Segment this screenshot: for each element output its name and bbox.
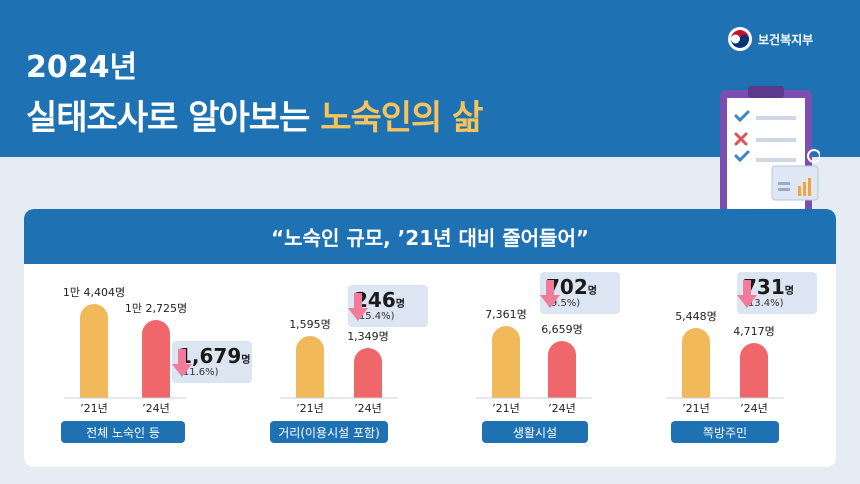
clipboard-checklist-illustration	[720, 86, 820, 214]
taegeuk-logo-icon	[728, 27, 752, 51]
decrease-unit: 명	[241, 355, 251, 366]
bar-2024	[354, 348, 382, 398]
ministry-logo: 보건복지부	[728, 26, 813, 52]
decrease-callout: 246명 (15.4%)	[348, 285, 428, 327]
x-tick-label: ’24년	[142, 402, 170, 415]
category-label: 전체 노숙인 등	[61, 421, 185, 443]
bar-2024	[142, 320, 170, 398]
down-arrow-shape	[348, 293, 368, 321]
bar-value-label: 6,659명	[541, 323, 583, 336]
down-arrow-icon	[172, 349, 192, 377]
decrease-callout: 1,679명 (11.6%)	[172, 341, 252, 383]
down-arrow-icon	[737, 280, 757, 308]
card-header: “노숙인 규모, ’21년 대비 줄어들어”	[24, 209, 836, 264]
decrease-percent: (11.6%)	[179, 367, 219, 378]
category-label: 쪽방주민	[671, 421, 779, 443]
bar-value-label: 7,361명	[485, 308, 527, 321]
card-headline: “노숙인 규모, ’21년 대비 줄어들어”	[271, 226, 589, 250]
down-arrow-icon	[348, 293, 368, 321]
x-tick-label: ’21년	[492, 402, 520, 415]
bar-value-label: 1만 4,404명	[63, 286, 125, 299]
category-label: 거리(이용시설 포함)	[270, 421, 388, 443]
x-tick-label: ’21년	[80, 402, 108, 415]
x-tick-label: ’21년	[296, 402, 324, 415]
bar-value-label: 1만 2,725명	[125, 302, 187, 315]
decrease-percent: (15.4%)	[355, 311, 395, 322]
bar-chart-area: 1만 4,404명 ’21년 1만 2,725명 ’24년 1,595명 ’21년 1,34…	[24, 264, 836, 467]
decrease-callout: 702명 (9.5%)	[540, 272, 620, 314]
bar-2021	[682, 328, 710, 398]
category-label: 생활시설	[482, 421, 588, 443]
bar-value-label: 5,448명	[675, 310, 717, 323]
title-highlight: 노숙인의 삶	[320, 98, 483, 138]
ministry-name: 보건복지부	[758, 32, 814, 47]
bar-2021	[296, 336, 324, 398]
bar-2021	[80, 304, 108, 398]
bar-value-label: 4,717명	[733, 325, 775, 338]
decrease-unit: 명	[784, 286, 794, 297]
down-arrow-shape	[540, 280, 560, 308]
x-tick-label: ’21년	[682, 402, 710, 415]
bar-2021	[492, 326, 520, 398]
bar-value-label: 1,595명	[289, 318, 331, 331]
x-tick-label: ’24년	[354, 402, 382, 415]
decrease-unit: 명	[395, 299, 405, 310]
stats-card: “노숙인 규모, ’21년 대비 줄어들어” 1만 4,404명 ’21년 1만 2…	[24, 209, 836, 467]
page-title: 실태조사로 알아보는 노숙인의 삶	[26, 90, 483, 139]
bar-chart: 1만 4,404명 ’21년 1만 2,725명 ’24년 1,595명 ’21년 1,34…	[63, 286, 784, 415]
bar-2024	[740, 343, 768, 398]
decrease-callout: 731명 (13.4%)	[737, 272, 817, 314]
down-arrow-shape	[737, 280, 757, 308]
decrease-percent: (13.4%)	[744, 298, 784, 309]
header-banner: 2024년 실태조사로 알아보는 노숙인의 삶 보건복지부	[0, 0, 860, 214]
title-year: 2024년	[26, 50, 138, 85]
title-prefix: 실태조사로 알아보는	[26, 98, 321, 138]
x-tick-label: ’24년	[548, 402, 576, 415]
down-arrow-shape	[172, 349, 192, 377]
bar-value-label: 1,349명	[347, 330, 389, 343]
decrease-unit: 명	[587, 286, 597, 297]
decrease-percent: (9.5%)	[547, 298, 581, 309]
bar-2024	[548, 341, 576, 398]
x-tick-label: ’24년	[740, 402, 768, 415]
decrease-value: 1,679명	[178, 344, 251, 368]
down-arrow-icon	[540, 280, 560, 308]
